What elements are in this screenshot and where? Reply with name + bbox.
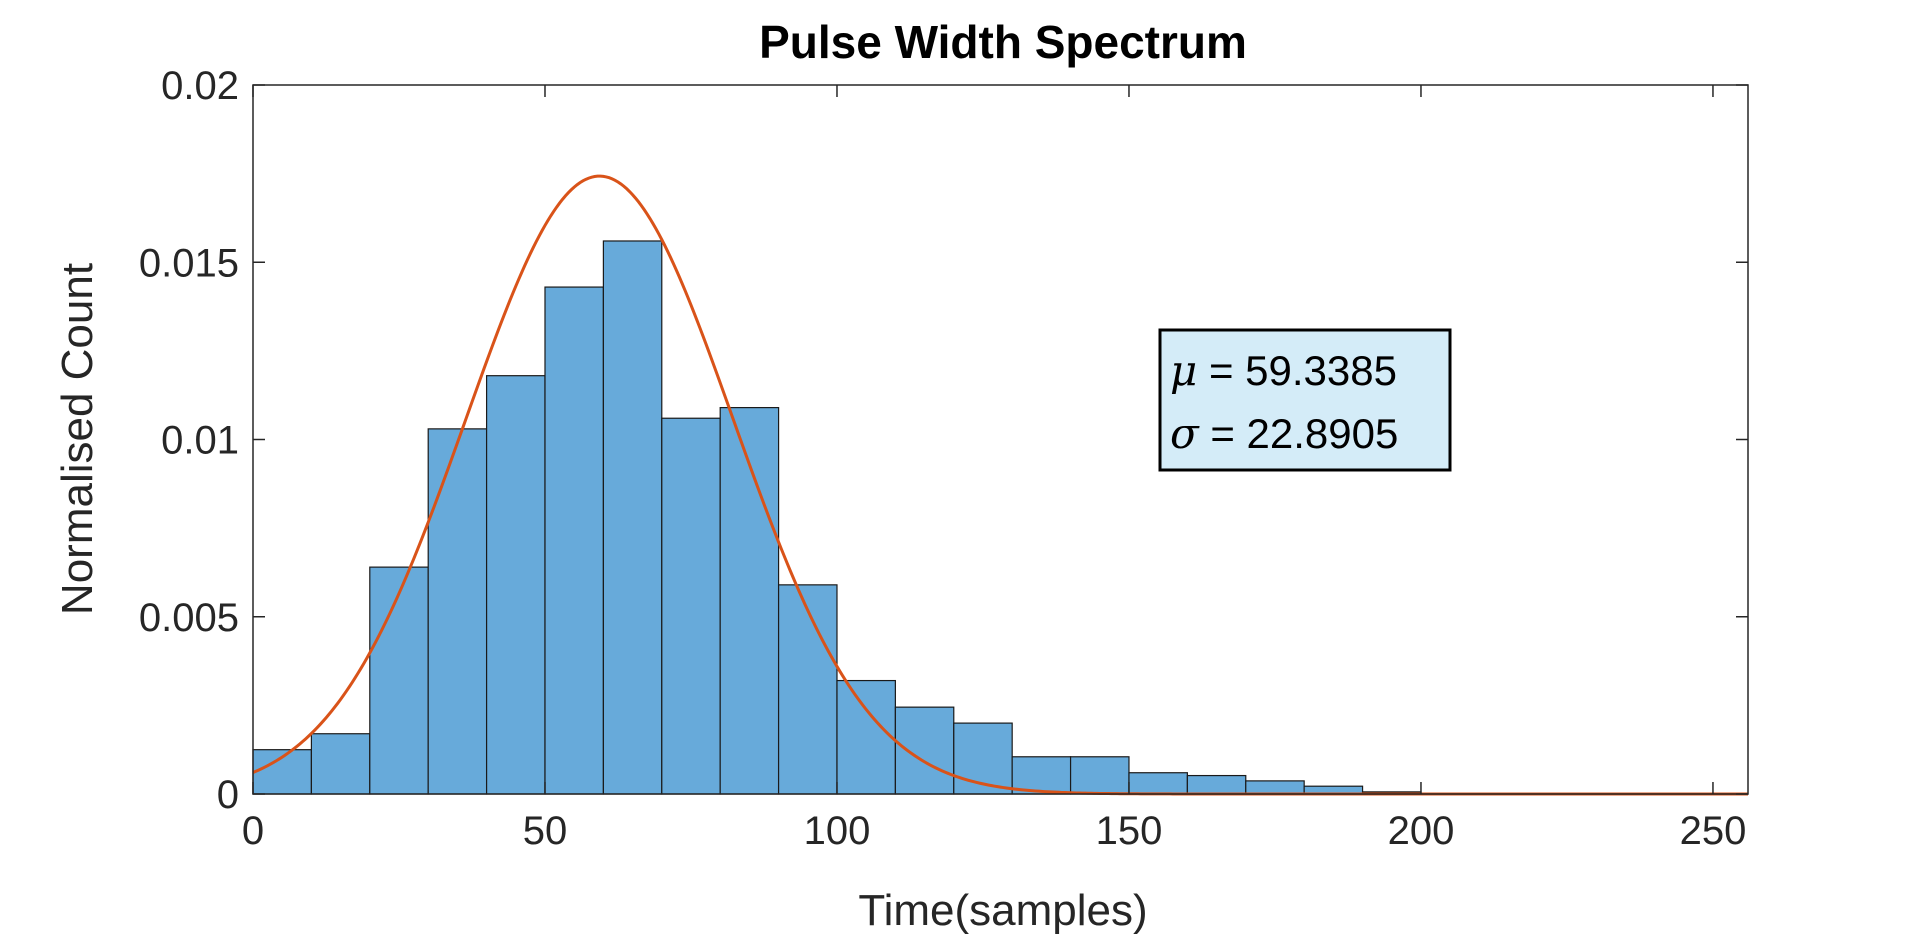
histogram-bars — [252, 240, 1422, 795]
histogram-bar — [894, 706, 955, 795]
x-tick-label: 0 — [242, 809, 264, 853]
x-axis-ticks: 0 50 100 150 200 250 — [242, 85, 1746, 853]
histogram-bar — [719, 406, 780, 795]
histogram-bar — [953, 722, 1013, 795]
y-tick-label: 0.005 — [139, 596, 239, 640]
x-tick-label: 150 — [1096, 809, 1163, 853]
sigma-symbol: σ — [1170, 409, 1200, 458]
histogram-bar — [1069, 756, 1130, 795]
y-tick-label: 0.01 — [161, 419, 239, 463]
mu-symbol: μ — [1170, 346, 1197, 395]
x-tick-label: 100 — [804, 809, 871, 853]
histogram-bar — [369, 566, 429, 795]
y-tick-label: 0.02 — [161, 64, 239, 108]
fit-parameters-box: μ = 59.3385 σ = 22.8905 — [1158, 328, 1452, 472]
histogram-bar — [485, 375, 546, 795]
histogram-bar — [777, 584, 838, 795]
chart-title: Pulse Width Spectrum — [759, 16, 1247, 68]
y-axis-title: Normalised Count — [53, 263, 102, 615]
sigma-label: σ = 22.8905 — [1170, 409, 1398, 458]
x-tick-label: 50 — [523, 809, 568, 853]
y-tick-label: 0.015 — [139, 241, 239, 285]
histogram-bar — [661, 417, 721, 795]
x-tick-label: 250 — [1680, 809, 1747, 853]
mu-label: μ = 59.3385 — [1170, 346, 1397, 395]
histogram-bar — [836, 679, 896, 795]
histogram-bar — [1245, 780, 1305, 795]
histogram-bar — [310, 733, 371, 795]
histogram-bar — [1186, 774, 1247, 795]
annotation-background — [1158, 328, 1452, 472]
y-tick-label: 0 — [217, 773, 239, 817]
x-axis-title: Time(samples) — [858, 886, 1147, 935]
sigma-value: = 22.8905 — [1199, 410, 1399, 457]
y-axis-ticks: 0 0.005 0.01 0.015 0.02 — [139, 64, 1748, 817]
mu-value: = 59.3385 — [1197, 347, 1397, 394]
histogram-bar — [544, 286, 604, 795]
histogram-bar — [427, 428, 488, 795]
x-tick-label: 200 — [1388, 809, 1455, 853]
histogram-bar — [602, 240, 663, 795]
histogram-bar — [1128, 772, 1188, 795]
